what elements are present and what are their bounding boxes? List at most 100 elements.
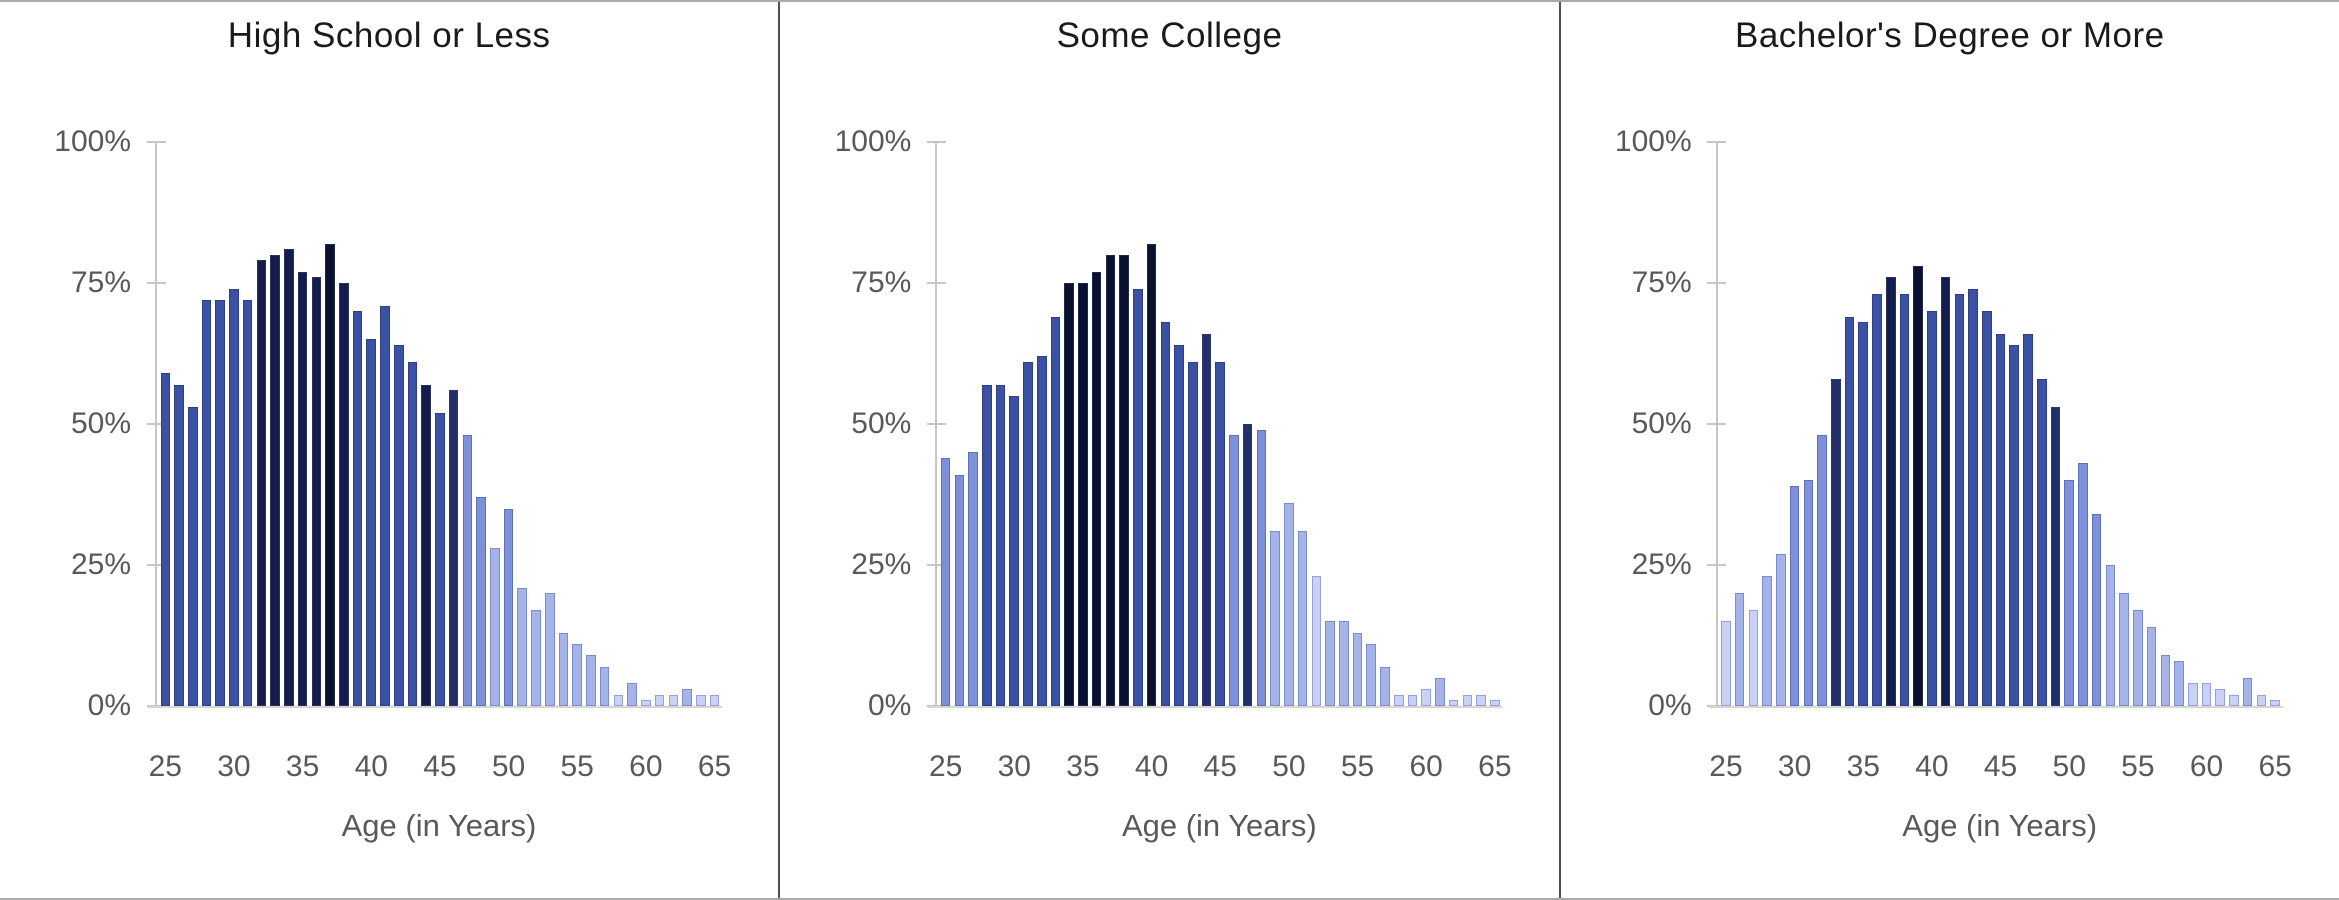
bar-age-36 [1091,271,1102,706]
bar-age-44 [421,384,431,706]
chart-panel-bachelors-degree-or-more: Bachelor's Degree or More 100% 75% 50% 25% 0… [1558,2,2339,898]
bar-age-46 [2009,345,2020,706]
y-axis-tick [926,282,946,284]
bar-age-29 [215,299,225,706]
x-axis-title: Age (in Years) [1121,808,1317,843]
bar-age-57 [2160,655,2171,706]
bar-age-54 [2119,593,2129,706]
bar-age-28 [201,299,212,706]
x-axis-tick-label: 35 [1066,750,1100,783]
bar-age-35 [1078,283,1088,706]
bar-age-58 [613,694,624,706]
bar-age-65 [709,694,720,706]
bar-age-38 [1899,294,1910,706]
y-axis-tick [146,423,166,425]
bar-age-47 [462,435,473,706]
bar-age-39 [1913,266,1923,706]
y-axis-tick-label: 75% [1631,266,1692,299]
chart-panel-high-school-or-less: High School or Less 100% 75% 50% 25% 0% 25 30 3… [0,2,779,898]
bar-age-49 [1270,531,1280,706]
bar-age-40 [1927,311,1937,706]
x-axis-baseline [928,706,1503,708]
x-axis-tick-label: 65 [2258,750,2292,783]
bar-age-36 [311,277,322,706]
bar-age-40 [1146,243,1157,706]
bar-age-32 [1036,356,1047,706]
bar-age-44 [1982,311,1992,706]
bar-age-51 [1297,531,1308,706]
bar-age-49 [490,548,500,706]
x-axis-tick-label: 40 [354,750,388,783]
bar-age-47 [1242,424,1253,706]
x-axis-tick-label: 50 [1272,750,1306,783]
y-axis-tick-label: 0% [867,689,912,722]
bar-age-25 [940,457,951,706]
bar-age-53 [544,593,555,706]
bar-age-32 [1817,435,1827,706]
y-axis-tick [1707,423,1727,425]
bar-age-41 [1940,277,1951,706]
bar-age-25 [1721,621,1731,706]
bar-age-31 [1803,480,1814,706]
x-axis-tick-label: 55 [1340,750,1375,783]
bar-age-62 [1448,700,1459,706]
x-axis-tick-label: 25 [1709,750,1743,783]
bar-age-51 [517,587,528,706]
y-axis-tick [926,141,946,143]
bar-age-33 [270,254,280,706]
bar-age-54 [1338,621,1349,706]
y-axis-tick-label: 75% [851,266,912,299]
bar-age-60 [2201,683,2212,706]
bar-age-45 [435,412,445,706]
bar-age-28 [982,384,992,706]
bar-age-31 [1023,361,1033,706]
x-axis-tick-label: 40 [1134,750,1169,783]
bar-age-50 [1284,502,1294,706]
plot-area: 100% 75% 50% 25% 0% 25 30 35 40 45 50 55 60 65 Age (in… [780,2,1558,898]
bar-age-34 [284,249,294,706]
chart-title: Some College [1056,16,1283,55]
bar-age-43 [407,361,418,706]
bar-age-44 [1201,333,1212,706]
chart-panel-some-college: Some College 100% 75% 50% 25% 0% 25 30 35 40 45 50… [778,2,1559,898]
y-axis-tick [1707,282,1727,284]
y-axis-tick-label: 75% [70,266,131,299]
bar-age-51 [2078,463,2088,706]
bar-age-55 [572,643,582,706]
bar-age-39 [352,311,363,706]
y-axis-tick [1707,141,1727,143]
bar-age-56 [2146,627,2157,706]
bar-age-42 [1174,345,1184,706]
bar-age-46 [1229,435,1239,706]
bar-age-45 [1215,361,1226,706]
bar-age-43 [1968,288,1978,706]
bar-age-59 [627,683,637,706]
bar-age-32 [256,260,267,706]
y-axis-tick [146,141,166,143]
bar-age-60 [1421,689,1431,706]
bar-age-26 [954,474,965,706]
bar-age-59 [1407,694,1418,706]
bar-age-52 [531,610,541,706]
plot-area: 100% 75% 50% 25% 0% 25 30 35 40 45 50 55 60 65 Age (in… [1561,2,2339,898]
bar-age-25 [160,373,171,706]
bar-age-53 [1325,621,1335,706]
bar-age-29 [995,384,1006,706]
x-axis-tick-label: 35 [1846,750,1880,783]
bar-age-52 [1311,576,1322,706]
y-axis-tick [146,564,166,566]
bar-age-56 [586,655,596,706]
bar-age-43 [1187,361,1198,706]
bar-age-33 [1050,316,1061,706]
x-axis-tick-label: 25 [148,750,182,783]
bar-age-45 [1995,333,2006,706]
x-axis-tick-label: 50 [491,750,526,783]
bar-age-57 [599,666,610,706]
bar-age-47 [2023,333,2033,706]
bar-age-64 [1476,694,1486,706]
bar-age-30 [1009,395,1020,706]
plot-area: 100% 75% 50% 25% 0% 25 30 35 40 45 50 55 60 65 Age (in… [0,2,778,898]
y-axis-tick-label: 50% [851,407,912,440]
bar-age-63 [682,689,692,706]
